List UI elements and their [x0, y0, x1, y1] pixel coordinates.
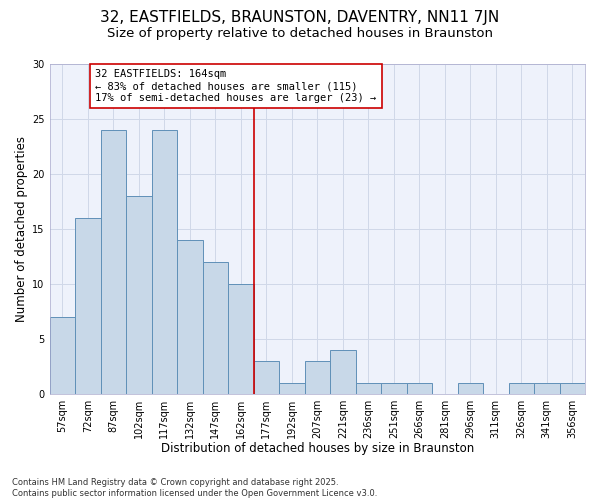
Bar: [305, 360, 330, 394]
Bar: [330, 350, 356, 394]
Bar: [509, 382, 534, 394]
Bar: [356, 382, 381, 394]
Bar: [152, 130, 177, 394]
Bar: [407, 382, 432, 394]
Bar: [126, 196, 152, 394]
Bar: [560, 382, 585, 394]
Bar: [177, 240, 203, 394]
Text: 32, EASTFIELDS, BRAUNSTON, DAVENTRY, NN11 7JN: 32, EASTFIELDS, BRAUNSTON, DAVENTRY, NN1…: [100, 10, 500, 25]
Bar: [203, 262, 228, 394]
Text: 32 EASTFIELDS: 164sqm
← 83% of detached houses are smaller (115)
17% of semi-det: 32 EASTFIELDS: 164sqm ← 83% of detached …: [95, 70, 377, 102]
Bar: [101, 130, 126, 394]
Text: Contains HM Land Registry data © Crown copyright and database right 2025.
Contai: Contains HM Land Registry data © Crown c…: [12, 478, 377, 498]
Y-axis label: Number of detached properties: Number of detached properties: [15, 136, 28, 322]
Bar: [279, 382, 305, 394]
Text: Size of property relative to detached houses in Braunston: Size of property relative to detached ho…: [107, 28, 493, 40]
Bar: [458, 382, 483, 394]
Bar: [50, 316, 75, 394]
X-axis label: Distribution of detached houses by size in Braunston: Distribution of detached houses by size …: [161, 442, 474, 455]
Bar: [75, 218, 101, 394]
Bar: [254, 360, 279, 394]
Bar: [534, 382, 560, 394]
Bar: [228, 284, 254, 394]
Bar: [381, 382, 407, 394]
